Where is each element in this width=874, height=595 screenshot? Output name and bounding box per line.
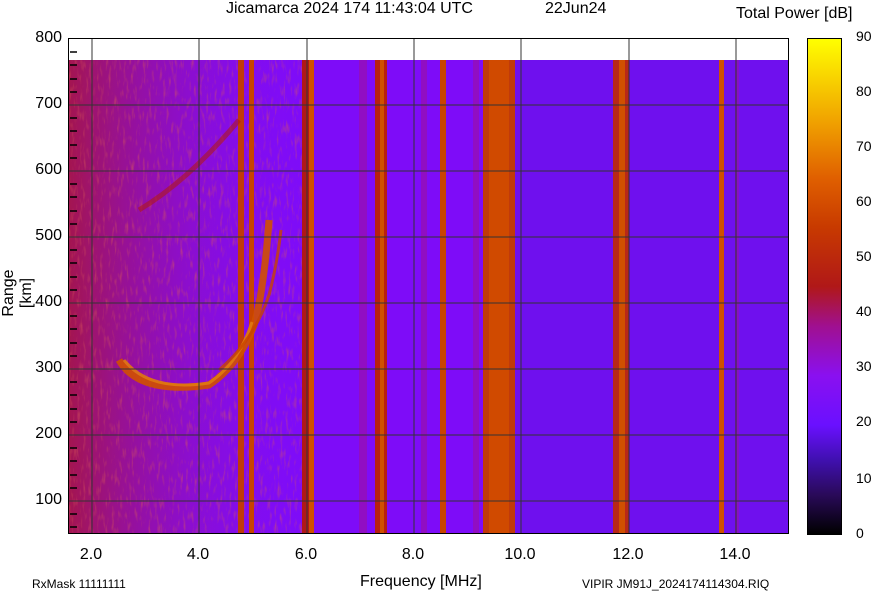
xtick-14: 14.0	[719, 546, 751, 563]
ytick-400: 400	[35, 293, 62, 310]
cb-tick-0: 0	[856, 525, 864, 541]
cb-tick-10: 10	[856, 470, 872, 486]
grid	[69, 39, 788, 533]
cb-tick-70: 70	[856, 138, 872, 154]
y-axis-label: Range [km]	[0, 269, 35, 317]
x-axis-label: Frequency [MHz]	[360, 573, 482, 590]
xtick-4: 4.0	[186, 546, 210, 563]
xtick-6: 6.0	[294, 546, 318, 563]
ytick-200: 200	[35, 425, 62, 442]
cb-tick-80: 80	[856, 83, 872, 99]
plot-area	[68, 38, 789, 534]
xtick-8: 8.0	[401, 546, 425, 563]
xtick-12: 12.0	[612, 546, 644, 563]
cb-tick-90: 90	[856, 28, 872, 44]
cb-tick-50: 50	[856, 248, 872, 264]
ytick-600: 600	[35, 161, 62, 178]
ytick-300: 300	[35, 359, 62, 376]
cb-tick-20: 20	[856, 413, 872, 429]
ionogram-heatmap	[69, 60, 788, 533]
colorbar-title: Total Power [dB]	[736, 5, 853, 22]
cb-tick-30: 30	[856, 358, 872, 374]
chart-date: 22Jun24	[545, 0, 607, 17]
cb-tick-40: 40	[856, 303, 872, 319]
ytick-800: 800	[35, 29, 62, 46]
chart-title: Jicamarca 2024 174 11:43:04 UTC	[226, 0, 473, 17]
ytick-100: 100	[35, 491, 62, 508]
xtick-2: 2.0	[79, 546, 103, 563]
file-name-label: VIPIR JM91J_2024174114304.RIQ	[582, 577, 770, 591]
colorbar	[807, 38, 842, 535]
cb-tick-60: 60	[856, 193, 872, 209]
ytick-500: 500	[35, 227, 62, 244]
rx-mask-label: RxMask 11111111	[32, 577, 126, 591]
ytick-700: 700	[35, 95, 62, 112]
xtick-10: 10.0	[504, 546, 536, 563]
